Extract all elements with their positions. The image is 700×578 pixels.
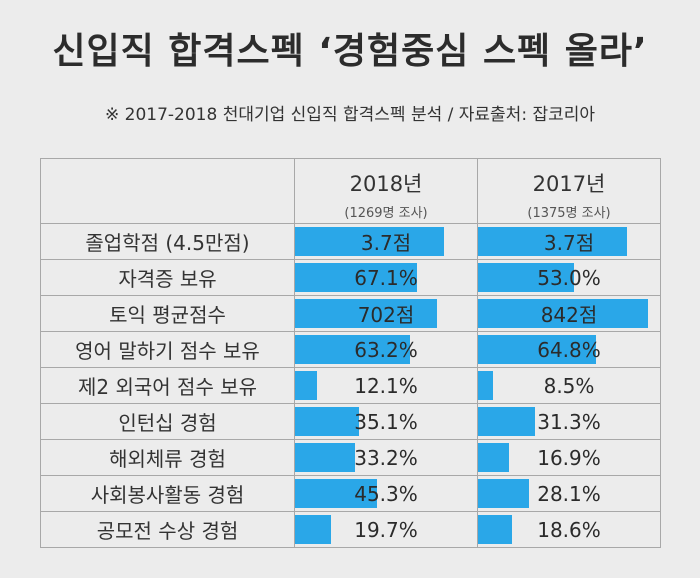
row-label: 사회봉사활동 경험 <box>40 475 295 512</box>
value-cell-2018: 33.2% <box>294 439 478 476</box>
row-label: 제2 외국어 점수 보유 <box>40 367 295 404</box>
value-label-2018: 63.2% <box>354 337 418 362</box>
header-row: 2018년 (1269명 조사) 2017년 (1375명 조사) <box>40 158 661 224</box>
table-row: 해외체류 경험 33.2% 16.9% <box>40 439 661 476</box>
value-label-2017: 28.1% <box>537 481 601 506</box>
value-cell-2017: 64.8% <box>477 331 661 368</box>
value-cell-2017: 31.3% <box>477 403 661 440</box>
value-label-2018: 67.1% <box>354 265 418 290</box>
value-cell-2018: 35.1% <box>294 403 478 440</box>
value-cell-2018: 63.2% <box>294 331 478 368</box>
value-bar-2018 <box>295 479 378 508</box>
value-bar-2018 <box>295 263 418 292</box>
page-subtitle: ※ 2017-2018 천대기업 신입직 합격스펙 분석 / 자료출처: 잡코리… <box>104 105 596 125</box>
value-bar-2017 <box>478 407 535 436</box>
value-bar-2017 <box>478 263 575 292</box>
value-cell-2017: 842점 <box>477 295 661 332</box>
column-header-2017: 2017년 (1375명 조사) <box>477 158 661 224</box>
column-sample-note: (1375명 조사) <box>527 205 611 221</box>
value-bar-2018 <box>295 371 318 400</box>
value-cell-2018: 3.7점 <box>294 223 478 260</box>
table-row: 영어 말하기 점수 보유 63.2% 64.8% <box>40 331 661 368</box>
page-title: 신입직 합격스펙 ‘경험중심 스펙 올라’ <box>52 31 648 72</box>
column-header-2018: 2018년 (1269명 조사) <box>294 158 478 224</box>
value-bar-2018 <box>295 335 411 364</box>
value-bar-2018 <box>295 407 359 436</box>
table-row: 인턴십 경험 35.1% 31.3% <box>40 403 661 440</box>
spec-comparison-table: 2018년 (1269명 조사) 2017년 (1375명 조사) 졸업학점 (… <box>40 158 661 548</box>
row-label: 인턴십 경험 <box>40 403 295 440</box>
value-bar-2017 <box>478 371 494 400</box>
table-row: 자격증 보유 67.1% 53.0% <box>40 259 661 296</box>
value-bar-2017 <box>478 443 509 472</box>
value-label-2017: 53.0% <box>537 265 601 290</box>
value-bar-2018 <box>295 443 356 472</box>
value-label-2017: 842점 <box>540 303 598 327</box>
value-cell-2017: 16.9% <box>477 439 661 476</box>
value-cell-2017: 18.6% <box>477 511 661 548</box>
value-cell-2017: 53.0% <box>477 259 661 296</box>
row-label: 졸업학점 (4.5만점) <box>40 223 295 260</box>
value-bar-2017 <box>478 299 649 328</box>
value-bar-2017 <box>478 515 512 544</box>
value-label-2018: 12.1% <box>354 373 418 398</box>
table-row: 사회봉사활동 경험 45.3% 28.1% <box>40 475 661 512</box>
value-cell-2017: 3.7점 <box>477 223 661 260</box>
row-label: 해외체류 경험 <box>40 439 295 476</box>
value-cell-2018: 45.3% <box>294 475 478 512</box>
value-label-2017: 3.7점 <box>543 231 595 255</box>
value-cell-2017: 28.1% <box>477 475 661 512</box>
row-label: 영어 말하기 점수 보유 <box>40 331 295 368</box>
row-label: 토익 평균점수 <box>40 295 295 332</box>
value-label-2018: 19.7% <box>354 517 418 542</box>
table-row: 토익 평균점수 702점 842점 <box>40 295 661 332</box>
value-label-2018: 702점 <box>357 303 415 327</box>
value-label-2017: 16.9% <box>537 445 601 470</box>
value-cell-2018: 19.7% <box>294 511 478 548</box>
value-cell-2018: 67.1% <box>294 259 478 296</box>
row-label: 자격증 보유 <box>40 259 295 296</box>
column-sample-note: (1269명 조사) <box>344 205 428 221</box>
value-label-2018: 33.2% <box>354 445 418 470</box>
value-label-2018: 45.3% <box>354 481 418 506</box>
value-bar-2017 <box>478 479 530 508</box>
value-bar-2018 <box>295 227 445 256</box>
row-label: 공모전 수상 경험 <box>40 511 295 548</box>
value-bar-2018 <box>295 515 331 544</box>
value-label-2017: 31.3% <box>537 409 601 434</box>
table-row: 졸업학점 (4.5만점) 3.7점 3.7점 <box>40 223 661 260</box>
value-cell-2017: 8.5% <box>477 367 661 404</box>
table-row: 제2 외국어 점수 보유 12.1% 8.5% <box>40 367 661 404</box>
value-bar-2017 <box>478 227 628 256</box>
value-cell-2018: 702점 <box>294 295 478 332</box>
value-label-2018: 35.1% <box>354 409 418 434</box>
table-row: 공모전 수상 경험 19.7% 18.6% <box>40 511 661 548</box>
value-label-2017: 64.8% <box>537 337 601 362</box>
column-year-label: 2018년 <box>349 171 423 196</box>
value-label-2017: 18.6% <box>537 517 601 542</box>
value-label-2017: 8.5% <box>543 373 595 398</box>
header-corner-cell <box>40 158 295 224</box>
column-year-label: 2017년 <box>532 171 606 196</box>
value-bar-2017 <box>478 335 596 364</box>
value-bar-2018 <box>295 299 437 328</box>
value-cell-2018: 12.1% <box>294 367 478 404</box>
value-label-2018: 3.7점 <box>360 231 412 255</box>
